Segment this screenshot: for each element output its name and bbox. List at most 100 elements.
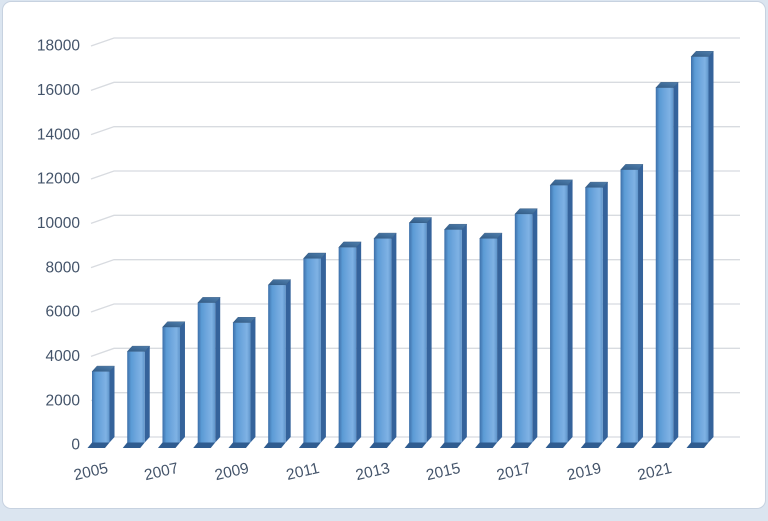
y-tick-label-4000: 4000 — [46, 348, 81, 365]
bar-side-face — [567, 179, 573, 443]
bar-2018 — [545, 179, 574, 448]
bar-base-face — [263, 442, 286, 448]
bar-side-face — [109, 366, 115, 443]
bar-2016 — [475, 232, 503, 448]
bar-side-face — [285, 279, 291, 443]
bars — [87, 51, 714, 448]
bar-base-face — [298, 442, 321, 448]
y-tick-label-14000: 14000 — [37, 126, 80, 143]
bar-base-face — [475, 442, 498, 448]
bar-side-face — [461, 224, 467, 443]
x-tick-label-2013: 2013 — [354, 460, 391, 484]
y-tick-label-0: 0 — [71, 437, 80, 454]
bar-base-face — [87, 442, 110, 448]
x-tick-label-2007: 2007 — [143, 460, 180, 484]
bar-2009 — [228, 317, 256, 448]
bar-front-face — [197, 302, 216, 443]
bar-2010 — [263, 279, 292, 448]
x-tick-label-2019: 2019 — [566, 460, 603, 484]
bar-front-face — [268, 285, 286, 443]
bar-front-face — [514, 214, 533, 443]
bar-base-face — [193, 442, 216, 448]
bar-2012 — [334, 241, 362, 448]
bar-side-face — [638, 164, 644, 443]
x-tick-label-2009: 2009 — [213, 460, 250, 484]
bar-side-face — [673, 82, 679, 443]
bar-2015 — [439, 223, 468, 448]
bar-2007 — [157, 321, 186, 448]
y-tick-label-10000: 10000 — [37, 215, 80, 232]
bar-front-face — [162, 327, 180, 443]
bar-front-face — [620, 169, 639, 443]
gridline-18000 — [90, 37, 740, 47]
bar-2022 — [686, 51, 714, 448]
bar-2013 — [369, 232, 397, 448]
gridline-12000 — [90, 170, 740, 180]
bar-base-face — [545, 442, 568, 448]
y-tick-label-18000: 18000 — [37, 38, 80, 55]
bar-front-face — [444, 229, 462, 443]
y-tick-label-8000: 8000 — [46, 259, 81, 276]
bar-side-face — [250, 317, 256, 443]
bar-base-face — [157, 442, 180, 448]
bar-side-face — [532, 208, 538, 443]
x-tick-label-2021: 2021 — [636, 460, 673, 484]
bar-base-face — [334, 442, 357, 448]
bar-front-face — [338, 247, 357, 443]
chart-card: 0 2000 4000 6000 8000 10000 12000 14000 16000 180… — [2, 1, 766, 509]
bar-side-face — [708, 51, 714, 443]
bar-2021 — [651, 82, 679, 448]
gridline-14000 — [90, 126, 740, 136]
bar-front-face — [585, 187, 603, 443]
bar-base-face — [510, 442, 533, 448]
bar-front-face — [409, 223, 427, 443]
bar-2005 — [87, 365, 115, 448]
bar-base-face — [616, 442, 639, 448]
bar-side-face — [215, 297, 221, 443]
bar-side-face — [391, 233, 397, 443]
bar-side-face — [179, 321, 185, 443]
bar-front-face — [303, 258, 321, 443]
bar-front-face — [232, 322, 251, 443]
x-tick-label-2011: 2011 — [285, 460, 321, 484]
bar-2017 — [510, 208, 538, 448]
bar-2020 — [616, 164, 644, 448]
bar-side-face — [426, 217, 432, 443]
bar-front-face — [690, 56, 709, 443]
bar-side-face — [356, 241, 362, 443]
bar-base-face — [369, 442, 392, 448]
x-tick-label-2017: 2017 — [495, 460, 532, 484]
x-axis-labels: 2005 2007 2009 2011 2013 2015 2017 2019 2021 — [72, 460, 673, 484]
bar-base-face — [122, 442, 145, 448]
bar-front-face — [92, 371, 110, 443]
bar-2019 — [580, 181, 609, 448]
bar-2014 — [404, 217, 433, 448]
bar-front-face — [655, 87, 674, 443]
bar-side-face — [497, 233, 503, 443]
bar-front-face — [373, 238, 392, 443]
bar-front-face — [127, 351, 145, 443]
bar-side-face — [144, 346, 150, 443]
bar-side-face — [320, 253, 326, 443]
y-tick-label-12000: 12000 — [37, 171, 80, 188]
bar-2011 — [298, 252, 327, 448]
gridline-16000 — [90, 81, 740, 91]
x-tick-label-2005: 2005 — [72, 460, 109, 484]
bar-base-face — [439, 442, 462, 448]
y-tick-label-6000: 6000 — [46, 304, 81, 321]
bar-front-face — [550, 185, 568, 443]
bar-front-face — [479, 238, 498, 443]
bar-chart-3d: 0 2000 4000 6000 8000 10000 12000 14000 16000 180… — [37, 37, 740, 484]
y-axis-labels: 0 2000 4000 6000 8000 10000 12000 14000 16000 180… — [37, 38, 80, 454]
bar-base-face — [228, 442, 251, 448]
bar-side-face — [602, 182, 608, 443]
bar-2008 — [193, 297, 221, 448]
bar-base-face — [651, 442, 674, 448]
bar-base-face — [404, 442, 427, 448]
y-tick-label-16000: 16000 — [37, 82, 80, 99]
bar-base-face — [686, 442, 709, 448]
x-tick-label-2015: 2015 — [425, 460, 462, 484]
y-tick-label-2000: 2000 — [46, 392, 81, 409]
bar-base-face — [580, 442, 603, 448]
